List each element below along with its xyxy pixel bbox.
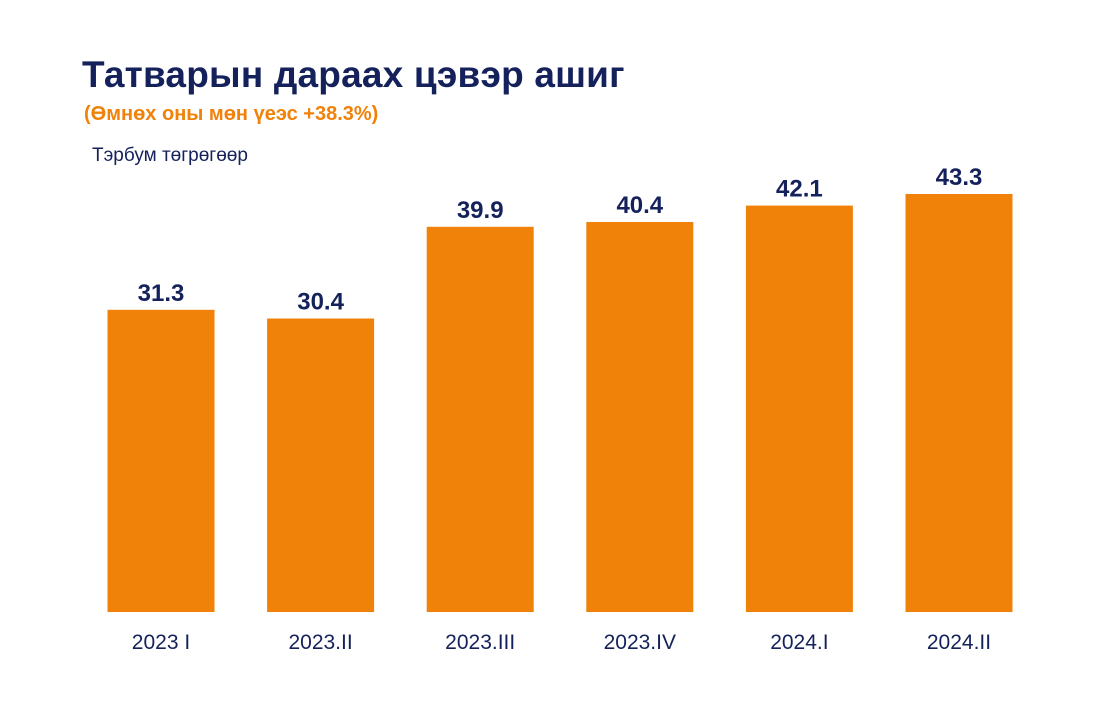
data-label-2: 30.4 (297, 289, 344, 316)
x-tick-label-2: 2023.II (288, 631, 352, 654)
chart-title: Татварын дараах цэвэр ашиг (82, 54, 625, 95)
bar-3 (426, 226, 534, 613)
chart-subtitle: (Өмнөх оны мөн үеэс +38.3%) (84, 103, 379, 125)
bar-1 (107, 309, 215, 612)
data-label-5: 42.1 (776, 176, 823, 203)
x-tick-label-6: 2024.II (927, 631, 991, 654)
x-tick-label-5: 2024.I (770, 631, 828, 654)
x-tick-label-4: 2023.IV (604, 631, 676, 654)
unit-label: Тэрбум төгрөгөөр (92, 145, 248, 166)
data-label-1: 31.3 (138, 280, 185, 307)
data-label-6: 43.3 (936, 164, 983, 191)
bar-5 (745, 205, 853, 612)
bar-4 (586, 222, 694, 612)
bar-6 (905, 194, 1013, 612)
bar-2 (267, 318, 375, 612)
data-label-3: 39.9 (457, 197, 504, 224)
x-tick-label-1: 2023 I (132, 631, 190, 654)
x-tick-label-3: 2023.III (445, 631, 515, 654)
data-label-4: 40.4 (616, 192, 663, 219)
